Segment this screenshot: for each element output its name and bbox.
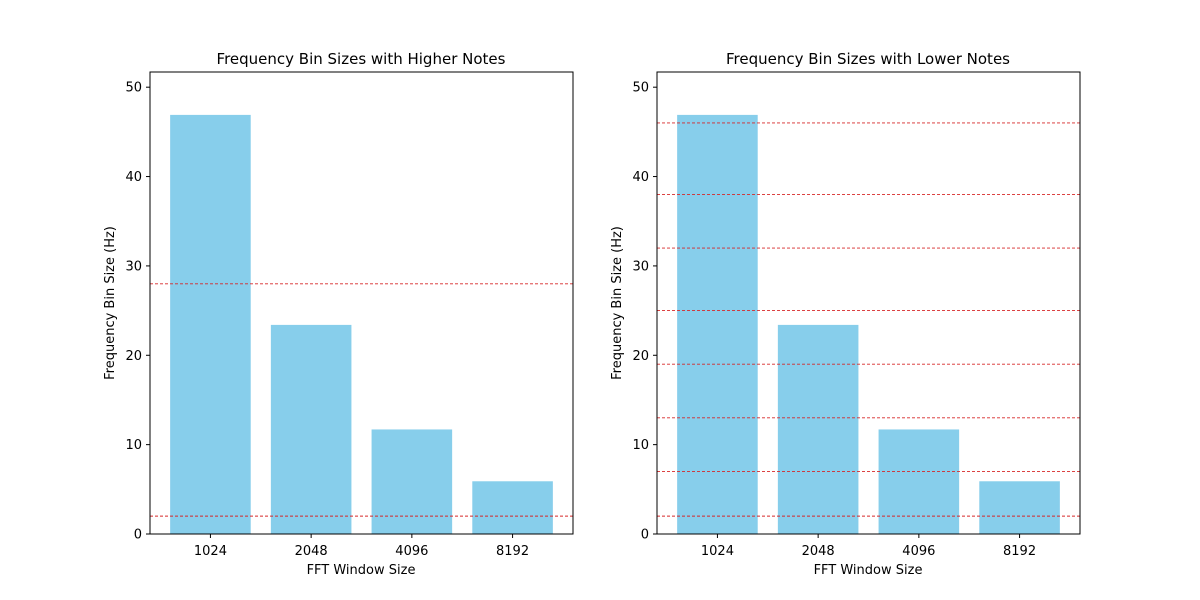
bar-4096 [371, 429, 453, 534]
x-tick-label: 8192 [1003, 544, 1036, 559]
chart-lower-notes: Frequency Bin Sizes with Lower Notes FFT… [610, 50, 1081, 578]
y-tick-label: 20 [125, 349, 142, 364]
x-axis-label: FFT Window Size [307, 563, 416, 578]
y-tick-label: 10 [632, 438, 649, 453]
x-tick-label: 1024 [701, 544, 734, 559]
x-tick-label: 1024 [194, 544, 227, 559]
y-tick-label: 30 [632, 259, 649, 274]
y-tick-label: 30 [125, 259, 142, 274]
x-tick-label: 8192 [496, 544, 529, 559]
chart-title: Frequency Bin Sizes with Lower Notes [726, 50, 1010, 68]
bar-2048 [270, 324, 352, 534]
x-axis-label: FFT Window Size [814, 563, 923, 578]
bar-4096 [878, 429, 960, 534]
bar-8192 [979, 481, 1060, 534]
axes-frame [656, 71, 1081, 535]
bar-1024 [677, 114, 758, 534]
x-tick-label: 2048 [295, 544, 328, 559]
plot-area: 0 10 20 30 40 50 1024 2048 4096 8192 [125, 71, 574, 559]
x-tick-label: 4096 [902, 544, 935, 559]
bar-2048 [777, 324, 859, 534]
y-axis-label: Frequency Bin Size (Hz) [103, 226, 118, 380]
y-tick-label: 0 [641, 528, 649, 543]
x-tick-label: 4096 [395, 544, 428, 559]
y-tick-label: 40 [632, 170, 649, 185]
chart-higher-notes: Frequency Bin Sizes with Higher Notes FF… [103, 50, 574, 578]
y-tick-label: 40 [125, 170, 142, 185]
y-tick-label: 20 [632, 349, 649, 364]
axes-frame [149, 71, 574, 535]
bar-1024 [170, 114, 251, 534]
y-tick-label: 0 [134, 528, 142, 543]
x-tick-label: 2048 [802, 544, 835, 559]
plot-area: 0 10 20 30 40 50 1024 2048 4096 8192 [632, 71, 1081, 559]
y-tick-label: 50 [632, 81, 649, 96]
y-tick-label: 10 [125, 438, 142, 453]
y-axis-label: Frequency Bin Size (Hz) [610, 226, 625, 380]
chart-title: Frequency Bin Sizes with Higher Notes [217, 50, 506, 68]
bar-8192 [472, 481, 553, 534]
y-tick-label: 50 [125, 81, 142, 96]
